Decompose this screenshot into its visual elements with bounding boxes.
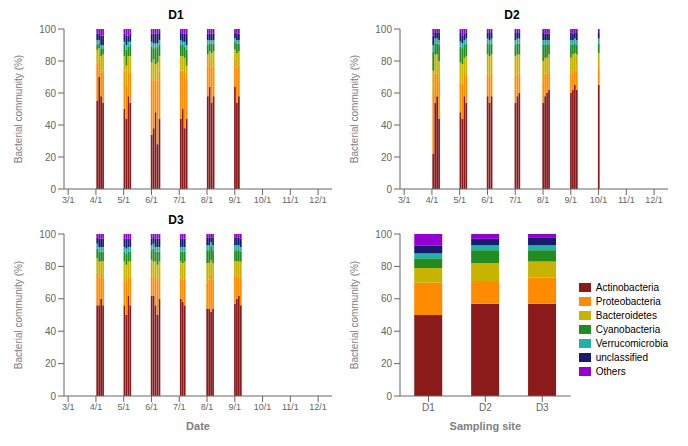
svg-text:8/1: 8/1	[201, 195, 214, 205]
svg-text:11/1: 11/1	[618, 195, 635, 205]
svg-text:60: 60	[381, 293, 393, 304]
svg-text:10/1: 10/1	[254, 195, 272, 205]
svg-text:5/1: 5/1	[453, 195, 466, 205]
svg-text:6/1: 6/1	[145, 195, 158, 205]
svg-text:40: 40	[45, 326, 57, 337]
svg-text:60: 60	[45, 293, 57, 304]
svg-text:Bacterial community (%): Bacterial community (%)	[349, 261, 360, 369]
html-text:Others: Others	[595, 366, 626, 377]
svg-text:10/1: 10/1	[254, 402, 272, 412]
svg-text:Sampling site: Sampling site	[450, 420, 522, 432]
html-text:Actinobacteria: Actinobacteria	[595, 282, 660, 293]
html-text:D2: D2	[504, 8, 520, 22]
html-text:D3: D3	[168, 213, 184, 227]
svg-text:8/1: 8/1	[537, 195, 550, 205]
html-text:Bacteroidetes: Bacteroidetes	[595, 310, 657, 321]
svg-text:100: 100	[39, 24, 56, 35]
svg-text:12/1: 12/1	[645, 195, 663, 205]
svg-text:4/1: 4/1	[90, 402, 103, 412]
svg-text:80: 80	[381, 56, 393, 67]
html-text:Verrucomicrobia: Verrucomicrobia	[595, 338, 668, 349]
svg-text:100: 100	[39, 229, 56, 240]
svg-text:12/1: 12/1	[309, 402, 327, 412]
svg-text:4/1: 4/1	[426, 195, 439, 205]
svg-text:7/1: 7/1	[173, 402, 186, 412]
svg-text:10/1: 10/1	[590, 195, 608, 205]
svg-text:7/1: 7/1	[173, 195, 186, 205]
svg-text:12/1: 12/1	[309, 195, 327, 205]
svg-text:3/1: 3/1	[62, 195, 75, 205]
html-text:D1: D1	[168, 8, 184, 22]
svg-text:20: 20	[381, 152, 393, 163]
svg-text:7/1: 7/1	[509, 195, 522, 205]
svg-text:0: 0	[50, 184, 56, 195]
svg-text:Bacterial community (%): Bacterial community (%)	[13, 261, 24, 369]
svg-text:D1: D1	[422, 402, 435, 413]
html-text:Cyanobacteria: Cyanobacteria	[595, 324, 661, 335]
svg-text:40: 40	[381, 120, 393, 131]
html-text:unclassified: unclassified	[595, 352, 648, 363]
svg-text:60: 60	[381, 88, 393, 99]
svg-text:6/1: 6/1	[145, 402, 158, 412]
svg-text:4/1: 4/1	[90, 195, 103, 205]
svg-text:40: 40	[45, 120, 57, 131]
svg-text:20: 20	[45, 152, 57, 163]
svg-text:Bacterial community (%): Bacterial community (%)	[13, 55, 24, 163]
svg-text:9/1: 9/1	[229, 402, 242, 412]
svg-text:100: 100	[375, 229, 392, 240]
html-text:Proteobacteria: Proteobacteria	[595, 296, 661, 307]
svg-text:60: 60	[45, 88, 57, 99]
svg-text:80: 80	[45, 56, 57, 67]
svg-text:0: 0	[386, 391, 392, 402]
svg-text:D3: D3	[536, 402, 549, 413]
svg-text:20: 20	[381, 358, 393, 369]
svg-text:5/1: 5/1	[117, 195, 130, 205]
svg-text:Bacterial community (%): Bacterial community (%)	[349, 55, 360, 163]
svg-text:8/1: 8/1	[201, 402, 214, 412]
svg-text:11/1: 11/1	[282, 195, 299, 205]
svg-text:3/1: 3/1	[62, 402, 75, 412]
svg-text:Date: Date	[186, 420, 210, 432]
svg-text:20: 20	[45, 358, 57, 369]
svg-text:5/1: 5/1	[117, 402, 130, 412]
svg-text:D2: D2	[479, 402, 492, 413]
svg-text:9/1: 9/1	[565, 195, 578, 205]
svg-text:0: 0	[386, 184, 392, 195]
svg-text:0: 0	[50, 391, 56, 402]
svg-text:3/1: 3/1	[398, 195, 411, 205]
svg-text:40: 40	[381, 326, 393, 337]
svg-text:9/1: 9/1	[229, 195, 242, 205]
svg-text:80: 80	[381, 261, 393, 272]
svg-text:6/1: 6/1	[481, 195, 494, 205]
svg-text:100: 100	[375, 24, 392, 35]
svg-text:80: 80	[45, 261, 57, 272]
svg-text:11/1: 11/1	[282, 402, 299, 412]
